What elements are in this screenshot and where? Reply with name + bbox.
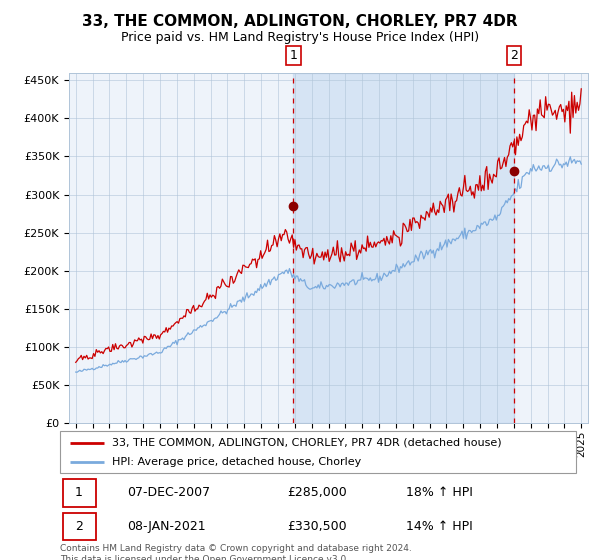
- Text: 33, THE COMMON, ADLINGTON, CHORLEY, PR7 4DR (detached house): 33, THE COMMON, ADLINGTON, CHORLEY, PR7 …: [112, 437, 501, 447]
- Text: £330,500: £330,500: [287, 520, 347, 533]
- Text: 33, THE COMMON, ADLINGTON, CHORLEY, PR7 4DR: 33, THE COMMON, ADLINGTON, CHORLEY, PR7 …: [82, 14, 518, 29]
- Text: Price paid vs. HM Land Registry's House Price Index (HPI): Price paid vs. HM Land Registry's House …: [121, 31, 479, 44]
- Text: 07-DEC-2007: 07-DEC-2007: [127, 486, 210, 499]
- Text: 2: 2: [75, 520, 83, 533]
- FancyBboxPatch shape: [62, 513, 96, 540]
- FancyBboxPatch shape: [60, 431, 576, 473]
- Text: 14% ↑ HPI: 14% ↑ HPI: [406, 520, 472, 533]
- FancyBboxPatch shape: [62, 479, 96, 507]
- Text: 2: 2: [511, 49, 518, 62]
- Text: 1: 1: [75, 486, 83, 499]
- Text: HPI: Average price, detached house, Chorley: HPI: Average price, detached house, Chor…: [112, 458, 361, 467]
- Text: £285,000: £285,000: [287, 486, 347, 499]
- Text: 08-JAN-2021: 08-JAN-2021: [127, 520, 206, 533]
- Text: 1: 1: [290, 49, 298, 62]
- Bar: [293, 73, 514, 423]
- Text: Contains HM Land Registry data © Crown copyright and database right 2024.
This d: Contains HM Land Registry data © Crown c…: [60, 544, 412, 560]
- Text: 18% ↑ HPI: 18% ↑ HPI: [406, 486, 473, 499]
